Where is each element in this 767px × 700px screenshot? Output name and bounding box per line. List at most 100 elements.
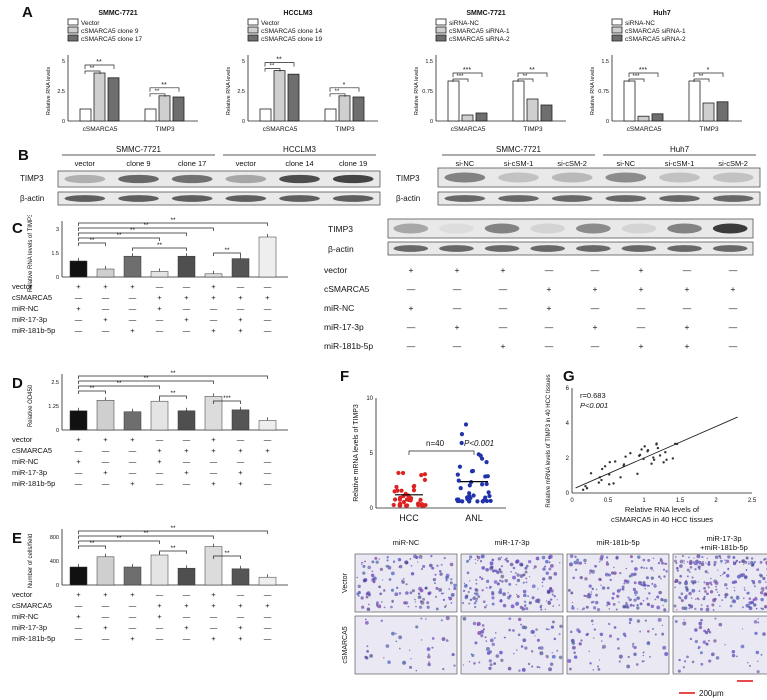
stained-cell <box>683 606 688 611</box>
blot-band <box>621 245 657 252</box>
stained-cell <box>383 606 386 609</box>
stained-cell <box>521 625 526 630</box>
y-tick-label: 5 <box>370 451 374 457</box>
stained-cell <box>539 646 544 650</box>
condition-sign: — <box>183 634 191 643</box>
bar <box>324 108 337 122</box>
condition-sign: — <box>264 315 272 324</box>
stained-cell <box>466 559 469 563</box>
condition-sign: + <box>501 341 506 351</box>
panel-g-r: r=0.683 <box>580 391 606 400</box>
stained-cell <box>371 560 375 564</box>
condition-sign: + <box>184 315 189 324</box>
stained-cell <box>702 640 707 644</box>
condition-sign: — <box>129 612 137 621</box>
blot-band <box>64 174 106 184</box>
y-tick-label: 800 <box>50 535 59 541</box>
stained-cell <box>574 568 578 571</box>
stained-cell <box>453 583 457 588</box>
stained-cell <box>553 595 556 598</box>
panel-b-lane-label: clone 17 <box>178 159 206 168</box>
sig-label: ** <box>529 67 535 74</box>
sig-label: ** <box>143 222 149 229</box>
stained-cell <box>491 602 495 606</box>
stained-cell <box>488 659 492 663</box>
panel-f-p: P<0.001 <box>464 439 494 448</box>
stained-cell <box>548 576 553 580</box>
scatter-point <box>643 445 646 448</box>
condition-sign: + <box>238 634 243 643</box>
stained-cell <box>548 667 553 672</box>
stained-cell <box>741 606 744 609</box>
stained-cell <box>569 554 574 558</box>
legend-label: cSMARCA5 clone 14 <box>261 28 322 35</box>
condition-sign: — <box>637 322 646 332</box>
stained-cell <box>548 567 552 571</box>
x-tick-label: TIMP3 <box>523 126 543 133</box>
x-tick-label: 2.5 <box>748 498 757 504</box>
stained-cell <box>549 564 554 568</box>
blot-band <box>332 195 374 202</box>
stained-cell <box>441 637 446 641</box>
condition-sign: — <box>129 304 137 313</box>
stained-cell <box>572 576 575 580</box>
stained-cell <box>683 562 685 564</box>
stained-cell <box>395 640 398 643</box>
stained-cell <box>533 565 537 569</box>
stained-cell <box>679 564 683 568</box>
sig-label: ** <box>157 242 163 249</box>
stained-cell <box>516 578 521 583</box>
bar <box>688 80 701 122</box>
blot-band <box>667 223 702 234</box>
sig-label: ** <box>224 247 230 254</box>
stained-cell <box>591 587 594 591</box>
stained-cell <box>573 560 578 565</box>
stained-cell <box>442 667 445 671</box>
stained-cell <box>625 601 628 604</box>
blot-band <box>279 174 320 184</box>
stained-cell <box>422 564 426 569</box>
stained-cell <box>508 582 512 586</box>
condition-sign: — <box>183 590 191 599</box>
condition-sign: — <box>237 282 245 291</box>
sig-bracket <box>84 70 101 74</box>
stained-cell <box>720 559 723 563</box>
stained-cell <box>445 639 449 642</box>
sig-bracket <box>159 550 187 554</box>
stained-cell <box>714 581 719 585</box>
stained-cell <box>719 557 722 559</box>
stained-cell <box>703 629 707 633</box>
bar <box>96 399 115 431</box>
condition-label-mir-181b-5p: miR-181b-5p <box>324 341 373 351</box>
stained-cell <box>469 598 473 602</box>
stained-cell <box>732 556 736 559</box>
stained-cell <box>705 581 710 586</box>
stained-cell <box>533 568 535 570</box>
scatter-point <box>411 488 417 493</box>
stained-cell <box>762 632 766 636</box>
stained-cell <box>542 567 546 571</box>
stained-cell <box>618 654 623 659</box>
stained-cell <box>724 643 726 646</box>
stained-cell <box>462 664 465 666</box>
condition-sign: — <box>499 284 508 294</box>
stained-cell <box>427 655 431 659</box>
sig-bracket <box>213 555 241 559</box>
stained-cell <box>440 592 444 595</box>
stained-cell <box>361 605 365 609</box>
stained-cell <box>477 595 481 599</box>
stained-cell <box>523 593 527 598</box>
stained-cell <box>395 586 399 590</box>
condition-sign: + <box>103 468 108 477</box>
stained-cell <box>759 574 764 578</box>
scatter-point <box>457 464 463 469</box>
stained-cell <box>633 581 637 585</box>
stained-cell <box>508 628 512 632</box>
scatter-point <box>395 488 400 493</box>
stained-cell <box>424 587 427 590</box>
stained-cell <box>686 575 689 578</box>
sig-bracket <box>452 72 483 77</box>
stained-cell <box>615 555 619 560</box>
bar <box>702 102 715 122</box>
